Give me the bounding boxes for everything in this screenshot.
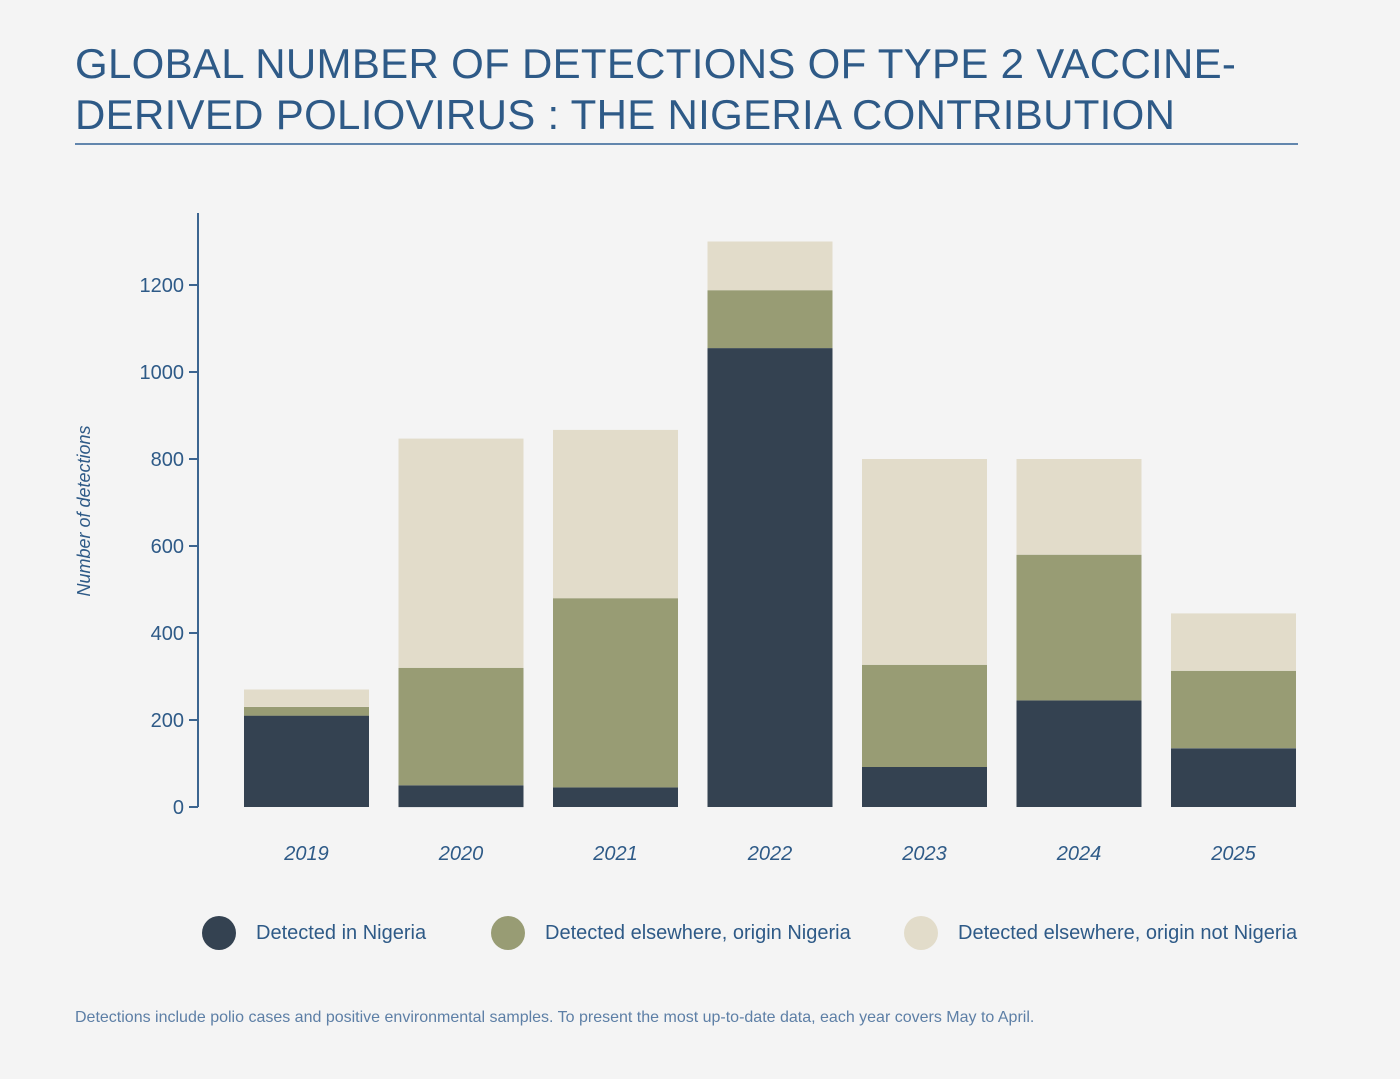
y-tick-label-1200: 1200: [140, 275, 185, 297]
legend-swatch-1: [202, 916, 236, 950]
x-tick-label-2021: 2021: [592, 843, 638, 865]
bar-2022-series-3: [707, 241, 833, 291]
bar-2023-series-1: [862, 767, 987, 807]
bar-2020-series-1: [398, 785, 524, 808]
bar-2024-series-1: [1016, 700, 1142, 807]
legend-label-1: Detected in Nigeria: [256, 921, 427, 944]
chart-legend: Detected in Nigeria Detected elsewhere, o…: [0, 912, 1400, 954]
bar-2021-series-3: [553, 429, 678, 599]
y-tick-label-1000: 1000: [140, 362, 185, 384]
bar-2019-series-1: [244, 715, 369, 807]
bar-2021-series-2: [553, 598, 678, 788]
x-tick-label-2024: 2024: [1056, 843, 1102, 865]
legend-item-3: Detected elsewhere, origin not Nigeria: [904, 912, 1297, 954]
x-tick-label-2020: 2020: [438, 843, 484, 865]
y-axis-label: Number of detections: [74, 425, 94, 596]
y-tick-label-800: 800: [151, 449, 184, 471]
x-axis-tick-labels: 2019 2020 2021 2022 2023 2024 2025: [283, 843, 1256, 865]
y-tick-label-400: 400: [151, 623, 184, 645]
bar-2025-series-3: [1171, 613, 1296, 671]
legend-swatch-3: [904, 916, 938, 950]
bar-2020-series-2: [398, 667, 524, 786]
x-tick-label-2022: 2022: [747, 843, 793, 865]
bar-2025-series-1: [1171, 748, 1296, 807]
bar-2023-series-2: [862, 664, 987, 767]
legend-label-3: Detected elsewhere, origin not Nigeria: [958, 921, 1298, 944]
x-tick-label-2023: 2023: [901, 843, 947, 865]
bar-2022-series-1: [707, 348, 833, 807]
bars-group: [244, 241, 1296, 808]
y-tick-label-600: 600: [151, 536, 184, 558]
y-tick-label-0: 0: [173, 797, 184, 819]
chart-title-line-1: GLOBAL NUMBER OF DETECTIONS OF TYPE 2 VA…: [75, 40, 1237, 87]
bar-2024-series-2: [1016, 554, 1142, 701]
legend-item-1: Detected in Nigeria: [202, 912, 426, 954]
chart-title: GLOBAL NUMBER OF DETECTIONS OF TYPE 2 VA…: [75, 38, 1305, 140]
legend-swatch-2: [491, 916, 525, 950]
legend-item-2: Detected elsewhere, origin Nigeria: [491, 912, 851, 954]
chart-title-line-2: DERIVED POLIOVIRUS : THE NIGERIA CONTRIB…: [75, 91, 1176, 138]
bar-2024-series-3: [1016, 459, 1142, 555]
x-tick-label-2025: 2025: [1210, 843, 1256, 865]
bar-2021-series-1: [553, 787, 678, 807]
x-tick-label-2019: 2019: [283, 843, 329, 865]
bar-2020-series-3: [398, 438, 524, 668]
title-divider: [75, 143, 1298, 145]
y-axis: 0 200 400 600 800 1000 1200: [140, 213, 199, 819]
bar-2019-series-2: [244, 707, 369, 716]
bar-2019-series-3: [244, 689, 369, 707]
bar-2022-series-2: [707, 290, 833, 349]
footnote: Detections include polio cases and posit…: [75, 1009, 1035, 1026]
bar-2023-series-3: [862, 459, 987, 665]
y-tick-label-200: 200: [151, 710, 184, 732]
legend-label-2: Detected elsewhere, origin Nigeria: [545, 921, 851, 944]
bar-2025-series-2: [1171, 670, 1296, 749]
